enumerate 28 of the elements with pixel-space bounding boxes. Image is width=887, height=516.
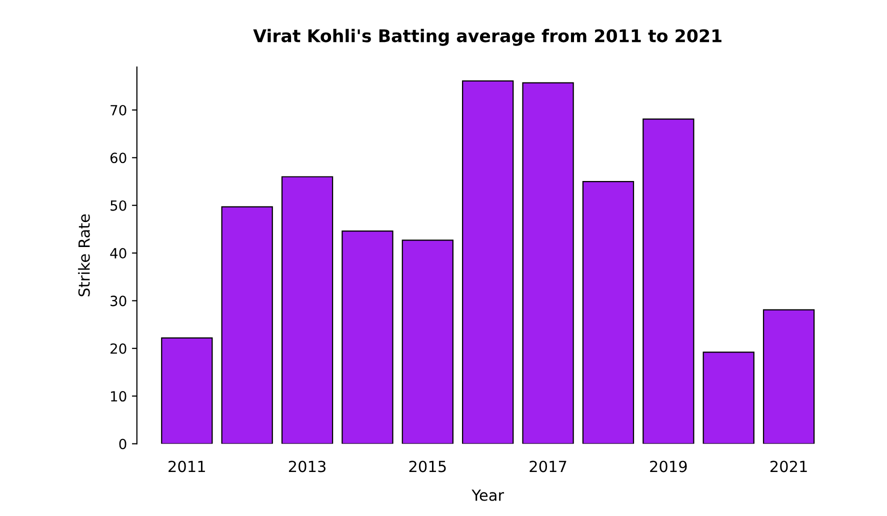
y-tick-label: 30 — [110, 296, 126, 306]
x-tick-label: 2021 — [770, 460, 807, 472]
y-tick-label: 50 — [110, 200, 126, 211]
bar — [702, 352, 754, 444]
y-tick-label: 70 — [110, 104, 126, 116]
bar — [221, 206, 273, 444]
y-tick-label: 20 — [110, 343, 126, 354]
x-tick-label: 2017 — [530, 460, 566, 472]
y-axis-title: Strike Rate — [78, 214, 90, 296]
x-axis-title: Year — [472, 490, 504, 501]
x-tick-label: 2011 — [168, 460, 205, 472]
bar — [522, 82, 574, 444]
bar — [582, 180, 634, 444]
chart-title: Virat Kohli's Batting average from 2011 to 2021 — [253, 28, 722, 46]
bar — [402, 240, 454, 444]
bar — [762, 309, 815, 444]
bar — [462, 80, 514, 444]
y-tick-label: 0 — [119, 438, 126, 450]
bar — [342, 230, 394, 444]
x-tick-label: 2013 — [288, 460, 326, 472]
bar — [281, 176, 334, 444]
y-tick-label: 40 — [110, 248, 126, 259]
y-tick-label: 60 — [110, 152, 126, 164]
bar — [642, 118, 694, 444]
y-tick-label: 10 — [111, 391, 126, 402]
bar — [161, 337, 213, 444]
x-tick-label: 2019 — [650, 460, 687, 472]
x-tick-label: 2015 — [409, 460, 446, 472]
